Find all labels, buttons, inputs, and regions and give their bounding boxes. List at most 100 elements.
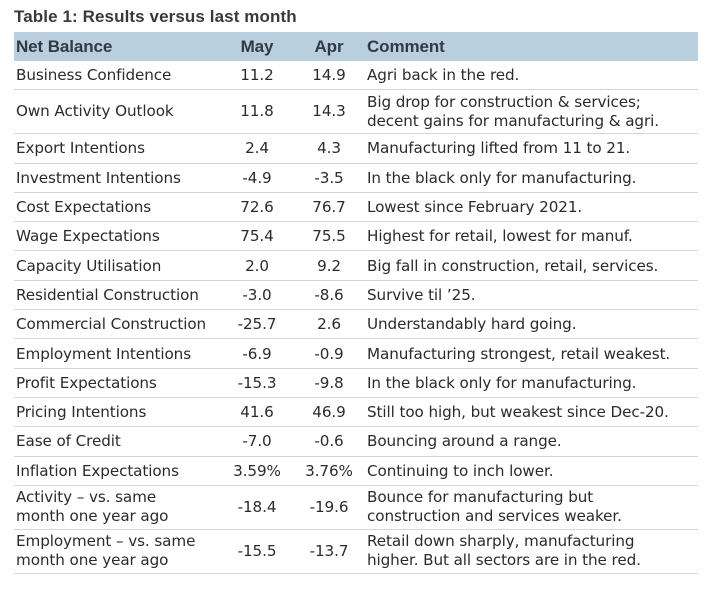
row-comment: Manufacturing lifted from 11 to 21. [365,133,698,164]
row-comment: Continuing to inch lower. [365,456,698,486]
may-value: 2.4 [221,133,293,164]
apr-value: -0.6 [293,426,365,457]
row-label-line: Wage Expectations [16,227,160,246]
row-label-line: Own Activity Outlook [16,102,174,121]
table-row: Residential Construction -3.0 -8.6 Survive … [14,280,698,311]
row-label-line: Inflation Expectations [16,461,179,480]
may-value: -15.3 [221,368,293,398]
row-comment: Still too high, but weakest since Dec-20… [365,397,698,428]
table-row: Pricing Intentions 41.6 46.9 Still too high… [14,397,698,428]
row-label: Export Intentions [14,133,221,164]
apr-value: -3.5 [293,163,365,193]
table-header-row: Net Balance May Apr Comment [14,32,698,61]
row-label-line: Ease of Credit [16,432,121,451]
row-comment: In the black only for manufacturing. [365,368,698,398]
row-comment-line: Agri back in the red. [367,66,520,85]
row-comment: Survive til ’25. [365,280,698,311]
may-value: 2.0 [221,250,293,281]
apr-value: -8.6 [293,280,365,311]
row-comment: Manufacturing strongest, retail weakest. [365,338,698,369]
apr-value: 3.76% [293,456,365,486]
row-comment: Retail down sharply, manufacturing higher… [365,529,698,574]
header-may: May [240,36,274,56]
may-value: 41.6 [221,397,293,428]
apr-value: -19.6 [293,485,365,530]
apr-value: 2.6 [293,309,365,340]
table-row: Ease of Credit -7.0 -0.6 Bouncing around a … [14,426,698,457]
table-row: Commercial Construction -25.7 2.6 Understan… [14,309,698,340]
may-value: -4.9 [221,163,293,193]
header-apr: Apr [314,36,344,56]
apr-value: 46.9 [293,397,365,428]
apr-value: 75.5 [293,221,365,252]
row-comment: Agri back in the red. [365,61,698,91]
row-label-line: Pricing Intentions [16,403,147,422]
row-comment-line: In the black only for manufacturing. [367,373,637,392]
table-row: Inflation Expectations 3.59% 3.76% Continui… [14,456,698,486]
row-comment-line: Lowest since February 2021. [367,198,583,217]
row-label-line: Activity – vs. same [16,488,157,507]
table-row: Profit Expectations -15.3 -9.8 In the black… [14,368,698,398]
row-label: Residential Construction [14,280,221,311]
row-label-line: month one year ago [16,507,169,526]
row-label: Business Confidence [14,61,221,91]
row-comment: Lowest since February 2021. [365,192,698,223]
row-comment: Bounce for manufacturing but construction… [365,485,698,530]
row-label-line: Investment Intentions [16,168,181,187]
row-comment-line: Continuing to inch lower. [367,461,554,480]
table-row: Employment Intentions -6.9 -0.9 Manufacturi… [14,338,698,369]
table-row: Capacity Utilisation 2.0 9.2 Big fall in co… [14,250,698,281]
row-label-line: Capacity Utilisation [16,256,162,275]
apr-value: 9.2 [293,250,365,281]
table-row: Own Activity Outlook 11.8 14.3 Big drop for… [14,89,698,135]
row-comment: Bouncing around a range. [365,426,698,457]
may-value: -25.7 [221,309,293,340]
row-comment-line: Bouncing around a range. [367,432,562,451]
row-label: Employment – vs. same month one year ago [14,529,221,574]
row-label: Commercial Construction [14,309,221,340]
row-comment-line: Retail down sharply, manufacturing [367,532,635,551]
table-row: Cost Expectations 72.6 76.7 Lowest since Fe… [14,192,698,223]
row-label: Pricing Intentions [14,397,221,428]
row-label: Own Activity Outlook [14,89,221,135]
row-label: Employment Intentions [14,338,221,369]
table-row: Employment – vs. same month one year ago -… [14,529,698,574]
row-label-line: Employment – vs. same [16,532,196,551]
row-label-line: Commercial Construction [16,315,207,334]
apr-value: 14.3 [293,89,365,135]
may-value: 75.4 [221,221,293,252]
row-label: Capacity Utilisation [14,250,221,281]
apr-value: -0.9 [293,338,365,369]
may-value: 11.2 [221,61,293,91]
row-label-line: Export Intentions [16,139,145,158]
row-label-line: Residential Construction [16,285,199,304]
row-comment-line: Manufacturing strongest, retail weakest. [367,344,671,363]
may-value: -3.0 [221,280,293,311]
may-value: -15.5 [221,529,293,574]
row-label-line: Cost Expectations [16,198,152,217]
may-value: 11.8 [221,89,293,135]
table-row: Export Intentions 2.4 4.3 Manufacturing lif… [14,133,698,164]
apr-value: 76.7 [293,192,365,223]
row-comment-line: Understandably hard going. [367,315,577,334]
may-value: 3.59% [221,456,293,486]
may-value: -7.0 [221,426,293,457]
row-comment-line: Big drop for construction & services; [367,92,641,111]
row-label: Ease of Credit [14,426,221,457]
apr-value: 4.3 [293,133,365,164]
row-comment-line: Still too high, but weakest since Dec-20… [367,403,669,422]
row-comment: In the black only for manufacturing. [365,163,698,193]
table-title: Table 1: Results versus last month [14,7,297,26]
header-comment: Comment [367,36,445,56]
row-comment-line: decent gains for manufacturing & agri. [367,111,659,130]
row-comment-line: In the black only for manufacturing. [367,168,637,187]
may-value: 72.6 [221,192,293,223]
row-comment: Highest for retail, lowest for manuf. [365,221,698,252]
row-label-line: Employment Intentions [16,344,192,363]
may-value: -6.9 [221,338,293,369]
row-comment-line: Manufacturing lifted from 11 to 21. [367,139,631,158]
may-value: -18.4 [221,485,293,530]
results-table: Net Balance May Apr Comment Business Con… [14,32,698,574]
row-label: Cost Expectations [14,192,221,223]
table-row: Wage Expectations 75.4 75.5 Highest for ret… [14,221,698,252]
